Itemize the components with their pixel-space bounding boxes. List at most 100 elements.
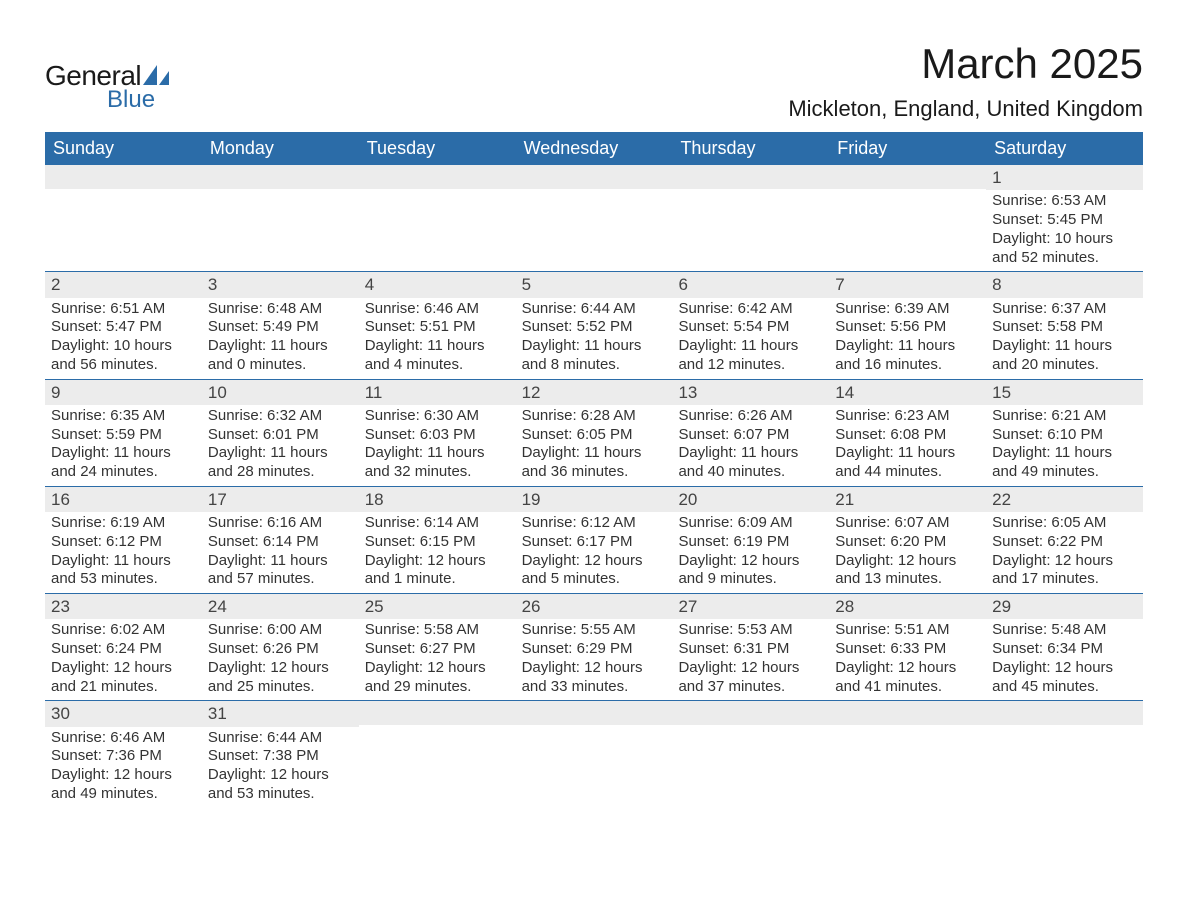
day-number [516, 701, 673, 725]
location: Mickleton, England, United Kingdom [788, 96, 1143, 122]
sunrise-text: Sunrise: 6:09 AM [678, 514, 823, 533]
day-cell: 23Sunrise: 6:02 AMSunset: 6:24 PMDayligh… [45, 594, 202, 700]
daylight-text: Daylight: 12 hours [51, 659, 196, 678]
day-cell: 14Sunrise: 6:23 AMSunset: 6:08 PMDayligh… [829, 380, 986, 486]
sunrise-text: Sunrise: 5:58 AM [365, 621, 510, 640]
day-details [672, 189, 829, 195]
sunrise-text: Sunrise: 6:28 AM [522, 407, 667, 426]
sunrise-text: Sunrise: 5:55 AM [522, 621, 667, 640]
daylight-text: Daylight: 11 hours [208, 552, 353, 571]
day-number: 30 [45, 701, 202, 726]
sunrise-text: Sunrise: 6:05 AM [992, 514, 1137, 533]
sunset-text: Sunset: 5:45 PM [992, 211, 1137, 230]
sunrise-text: Sunrise: 6:51 AM [51, 300, 196, 319]
sunset-text: Sunset: 6:05 PM [522, 426, 667, 445]
day-cell: 4Sunrise: 6:46 AMSunset: 5:51 PMDaylight… [359, 272, 516, 378]
sunrise-text: Sunrise: 6:16 AM [208, 514, 353, 533]
sunrise-text: Sunrise: 6:32 AM [208, 407, 353, 426]
daylight-text: and 16 minutes. [835, 356, 980, 375]
daylight-text: Daylight: 11 hours [835, 337, 980, 356]
sunset-text: Sunset: 6:22 PM [992, 533, 1137, 552]
day-number: 5 [516, 272, 673, 297]
day-number: 20 [672, 487, 829, 512]
daylight-text: Daylight: 11 hours [678, 337, 823, 356]
day-number: 15 [986, 380, 1143, 405]
daylight-text: and 29 minutes. [365, 678, 510, 697]
daylight-text: and 13 minutes. [835, 570, 980, 589]
day-header-saturday: Saturday [986, 132, 1143, 165]
day-details: Sunrise: 5:48 AMSunset: 6:34 PMDaylight:… [986, 619, 1143, 700]
daylight-text: and 25 minutes. [208, 678, 353, 697]
day-details: Sunrise: 6:07 AMSunset: 6:20 PMDaylight:… [829, 512, 986, 593]
day-cell: 25Sunrise: 5:58 AMSunset: 6:27 PMDayligh… [359, 594, 516, 700]
day-cell: 26Sunrise: 5:55 AMSunset: 6:29 PMDayligh… [516, 594, 673, 700]
daylight-text: and 37 minutes. [678, 678, 823, 697]
day-details: Sunrise: 6:02 AMSunset: 6:24 PMDaylight:… [45, 619, 202, 700]
title-block: March 2025 Mickleton, England, United Ki… [788, 40, 1143, 122]
sunrise-text: Sunrise: 6:46 AM [51, 729, 196, 748]
day-number: 22 [986, 487, 1143, 512]
sunset-text: Sunset: 6:24 PM [51, 640, 196, 659]
day-cell: 19Sunrise: 6:12 AMSunset: 6:17 PMDayligh… [516, 487, 673, 593]
day-number: 2 [45, 272, 202, 297]
day-number: 7 [829, 272, 986, 297]
day-cell: 7Sunrise: 6:39 AMSunset: 5:56 PMDaylight… [829, 272, 986, 378]
calendar-row: 16Sunrise: 6:19 AMSunset: 6:12 PMDayligh… [45, 486, 1143, 593]
daylight-text: Daylight: 12 hours [992, 552, 1137, 571]
logo: General Blue [45, 60, 169, 114]
day-cell: 10Sunrise: 6:32 AMSunset: 6:01 PMDayligh… [202, 380, 359, 486]
day-number: 9 [45, 380, 202, 405]
sunset-text: Sunset: 6:01 PM [208, 426, 353, 445]
day-details: Sunrise: 6:46 AMSunset: 5:51 PMDaylight:… [359, 298, 516, 379]
day-details: Sunrise: 6:37 AMSunset: 5:58 PMDaylight:… [986, 298, 1143, 379]
day-header-wednesday: Wednesday [516, 132, 673, 165]
day-number [359, 701, 516, 725]
day-number: 25 [359, 594, 516, 619]
empty-cell [829, 701, 986, 807]
calendar: SundayMondayTuesdayWednesdayThursdayFrid… [45, 132, 1143, 808]
daylight-text: Daylight: 12 hours [208, 659, 353, 678]
day-cell: 31Sunrise: 6:44 AMSunset: 7:38 PMDayligh… [202, 701, 359, 807]
day-number [672, 701, 829, 725]
sunrise-text: Sunrise: 6:46 AM [365, 300, 510, 319]
day-details: Sunrise: 6:14 AMSunset: 6:15 PMDaylight:… [359, 512, 516, 593]
day-number: 26 [516, 594, 673, 619]
sunset-text: Sunset: 6:34 PM [992, 640, 1137, 659]
daylight-text: and 12 minutes. [678, 356, 823, 375]
day-number: 17 [202, 487, 359, 512]
daylight-text: and 5 minutes. [522, 570, 667, 589]
day-number [45, 165, 202, 189]
daylight-text: Daylight: 12 hours [835, 552, 980, 571]
logo-text-blue: Blue [107, 86, 169, 114]
sunset-text: Sunset: 6:33 PM [835, 640, 980, 659]
daylight-text: Daylight: 11 hours [992, 444, 1137, 463]
empty-cell [986, 701, 1143, 807]
sunset-text: Sunset: 7:36 PM [51, 747, 196, 766]
day-cell: 9Sunrise: 6:35 AMSunset: 5:59 PMDaylight… [45, 380, 202, 486]
daylight-text: Daylight: 12 hours [992, 659, 1137, 678]
day-cell: 6Sunrise: 6:42 AMSunset: 5:54 PMDaylight… [672, 272, 829, 378]
daylight-text: Daylight: 11 hours [835, 444, 980, 463]
daylight-text: and 57 minutes. [208, 570, 353, 589]
day-details: Sunrise: 6:44 AMSunset: 5:52 PMDaylight:… [516, 298, 673, 379]
day-details: Sunrise: 5:51 AMSunset: 6:33 PMDaylight:… [829, 619, 986, 700]
day-number: 16 [45, 487, 202, 512]
day-number: 13 [672, 380, 829, 405]
day-cell: 11Sunrise: 6:30 AMSunset: 6:03 PMDayligh… [359, 380, 516, 486]
empty-cell [202, 165, 359, 271]
calendar-row: 2Sunrise: 6:51 AMSunset: 5:47 PMDaylight… [45, 271, 1143, 378]
day-number: 6 [672, 272, 829, 297]
daylight-text: and 44 minutes. [835, 463, 980, 482]
day-number [516, 165, 673, 189]
daylight-text: Daylight: 11 hours [208, 444, 353, 463]
daylight-text: Daylight: 11 hours [522, 444, 667, 463]
day-cell: 16Sunrise: 6:19 AMSunset: 6:12 PMDayligh… [45, 487, 202, 593]
daylight-text: Daylight: 11 hours [678, 444, 823, 463]
day-cell: 24Sunrise: 6:00 AMSunset: 6:26 PMDayligh… [202, 594, 359, 700]
day-cell: 3Sunrise: 6:48 AMSunset: 5:49 PMDaylight… [202, 272, 359, 378]
day-header-thursday: Thursday [672, 132, 829, 165]
day-header-tuesday: Tuesday [359, 132, 516, 165]
day-details: Sunrise: 6:48 AMSunset: 5:49 PMDaylight:… [202, 298, 359, 379]
sunrise-text: Sunrise: 6:21 AM [992, 407, 1137, 426]
day-details [202, 189, 359, 195]
